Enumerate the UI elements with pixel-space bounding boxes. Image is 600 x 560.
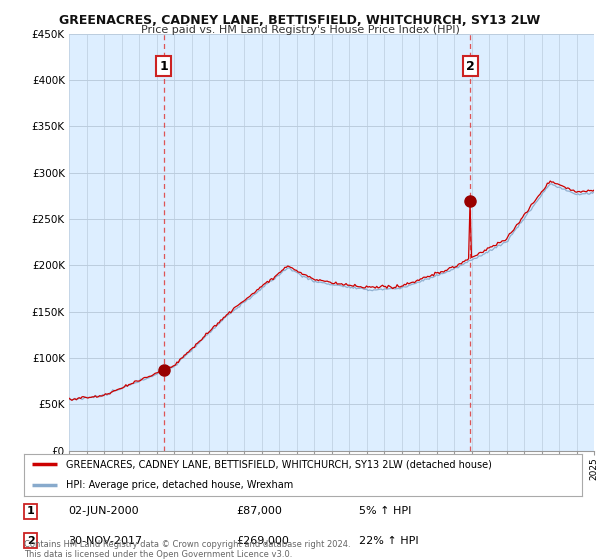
Text: Contains HM Land Registry data © Crown copyright and database right 2024.
This d: Contains HM Land Registry data © Crown c…: [24, 540, 350, 559]
Text: HPI: Average price, detached house, Wrexham: HPI: Average price, detached house, Wrex…: [66, 480, 293, 490]
Text: Price paid vs. HM Land Registry's House Price Index (HPI): Price paid vs. HM Land Registry's House …: [140, 25, 460, 35]
Text: £269,000: £269,000: [236, 536, 289, 546]
Text: 2: 2: [27, 536, 35, 546]
Text: £87,000: £87,000: [236, 506, 282, 516]
Text: 02-JUN-2000: 02-JUN-2000: [68, 506, 139, 516]
Text: GREENACRES, CADNEY LANE, BETTISFIELD, WHITCHURCH, SY13 2LW (detached house): GREENACRES, CADNEY LANE, BETTISFIELD, WH…: [66, 459, 492, 469]
Text: 5% ↑ HPI: 5% ↑ HPI: [359, 506, 411, 516]
Text: 1: 1: [27, 506, 35, 516]
Text: 22% ↑ HPI: 22% ↑ HPI: [359, 536, 418, 546]
Text: 30-NOV-2017: 30-NOV-2017: [68, 536, 143, 546]
Text: GREENACRES, CADNEY LANE, BETTISFIELD, WHITCHURCH, SY13 2LW: GREENACRES, CADNEY LANE, BETTISFIELD, WH…: [59, 14, 541, 27]
Text: 1: 1: [160, 59, 168, 73]
Text: 2: 2: [466, 59, 475, 73]
